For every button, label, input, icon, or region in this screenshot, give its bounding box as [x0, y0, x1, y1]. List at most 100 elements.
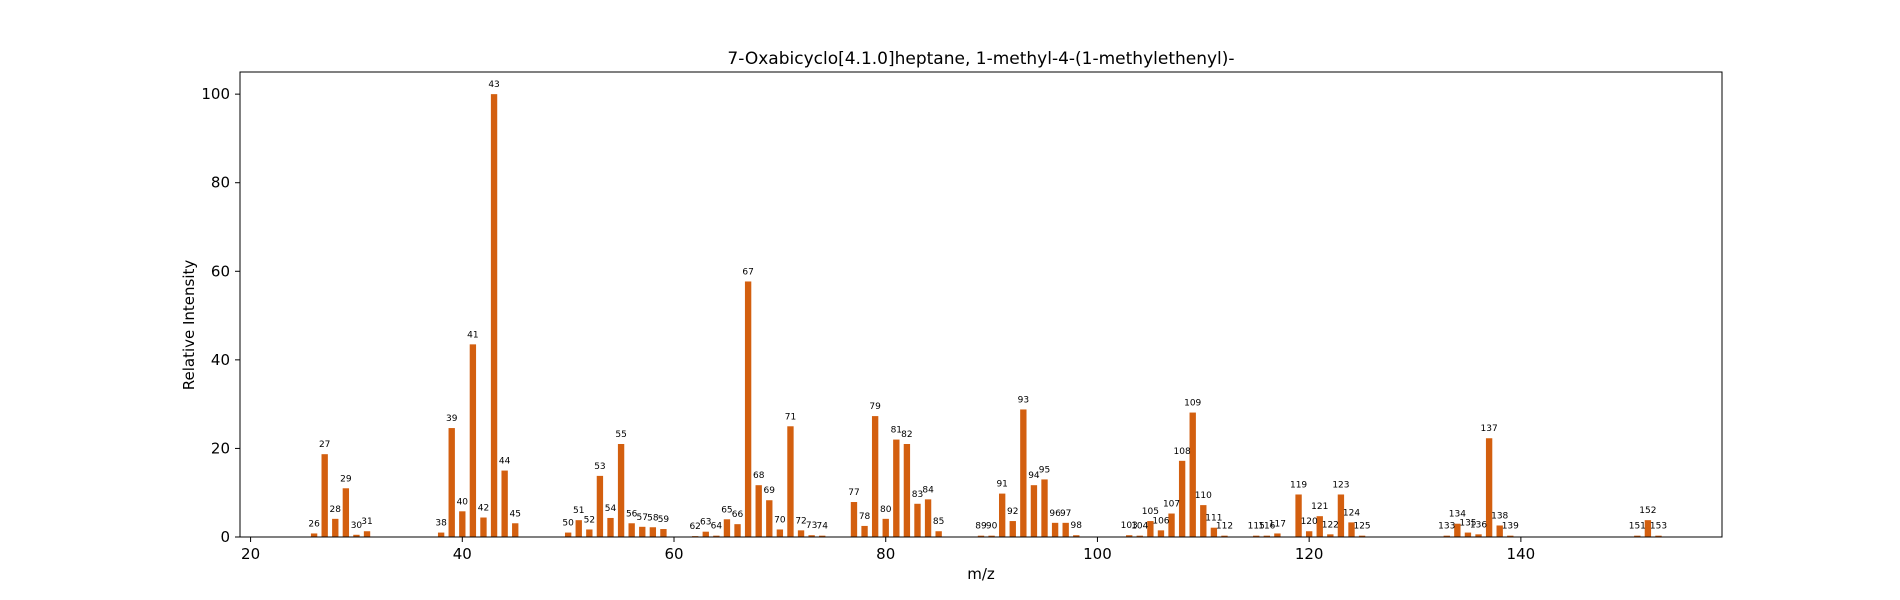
data-label-mz-153: 153: [1650, 522, 1667, 532]
data-label-mz-123: 123: [1332, 480, 1349, 490]
data-label-mz-74: 74: [816, 522, 828, 532]
data-label-mz-85: 85: [933, 517, 944, 527]
bar-mz-54: [607, 517, 614, 537]
data-label-mz-103: 103: [1121, 521, 1138, 531]
bar-mz-82: [903, 444, 911, 537]
y-tick-label: 60: [211, 262, 230, 280]
data-label-mz-38: 38: [435, 519, 447, 529]
bar-mz-44: [501, 470, 508, 537]
bar-mz-136: [1475, 534, 1482, 537]
data-label-mz-112: 112: [1216, 522, 1233, 532]
y-tick-label: 80: [211, 174, 230, 192]
data-label-mz-120: 120: [1301, 517, 1318, 527]
y-tick-label: 20: [211, 439, 230, 457]
bar-mz-29: [342, 488, 350, 537]
data-label-mz-119: 119: [1290, 480, 1307, 490]
data-label-mz-138: 138: [1491, 511, 1508, 521]
data-label-mz-69: 69: [764, 486, 776, 496]
bar-mz-83: [914, 503, 921, 537]
bar-mz-65: [723, 519, 731, 537]
data-label-mz-40: 40: [457, 497, 469, 507]
data-label-mz-39: 39: [446, 414, 458, 424]
data-label-mz-107: 107: [1163, 500, 1180, 510]
bar-mz-92: [1009, 521, 1016, 537]
data-label-mz-116: 116: [1258, 522, 1275, 532]
data-label-mz-133: 133: [1438, 522, 1455, 532]
data-label-mz-78: 78: [859, 512, 871, 522]
bar-mz-52: [586, 529, 593, 537]
bar-mz-139: [1507, 535, 1514, 537]
bar-mz-68: [755, 485, 762, 537]
data-label-mz-125: 125: [1353, 522, 1370, 532]
bar-mz-28: [332, 518, 339, 537]
bar-mz-26: [310, 533, 318, 537]
bar-mz-73: [808, 535, 815, 537]
data-label-mz-92: 92: [1007, 507, 1018, 517]
y-axis: 0 20 40 60 80 100: [201, 85, 240, 546]
bar-mz-40: [459, 511, 466, 537]
data-label-mz-28: 28: [330, 505, 342, 515]
data-label-mz-58: 58: [647, 513, 659, 523]
bar-mz-133: [1443, 535, 1450, 537]
data-label-mz-104: 104: [1131, 522, 1148, 532]
data-label-mz-105: 105: [1142, 507, 1159, 517]
data-label-mz-115: 115: [1248, 522, 1265, 532]
bar-mz-108: [1178, 460, 1186, 537]
data-label-mz-66: 66: [732, 510, 744, 520]
data-label-mz-27: 27: [319, 440, 330, 450]
y-tick-label: 100: [201, 85, 230, 103]
x-tick-label: 120: [1295, 545, 1324, 563]
bar-mz-97: [1062, 522, 1069, 537]
bar-mz-81: [893, 439, 900, 537]
y-tick-label: 0: [220, 528, 230, 546]
bar-mz-70: [776, 529, 784, 537]
data-label-mz-50: 50: [562, 519, 574, 529]
bar-mz-115: [1253, 535, 1260, 537]
data-label-mz-121: 121: [1311, 502, 1328, 512]
data-label-mz-73: 73: [806, 521, 817, 531]
data-label-mz-134: 134: [1449, 510, 1466, 520]
bar-mz-80: [882, 518, 889, 537]
bar-mz-134: [1454, 523, 1461, 537]
data-label-mz-109: 109: [1184, 399, 1201, 409]
bar-mz-119: [1295, 494, 1302, 537]
data-label-mz-135: 135: [1459, 519, 1476, 529]
x-tick-label: 20: [241, 545, 260, 563]
x-tick-label: 140: [1507, 545, 1536, 563]
data-label-mz-31: 31: [361, 517, 372, 527]
data-label-mz-82: 82: [901, 430, 912, 440]
data-label-mz-94: 94: [1028, 471, 1040, 481]
data-label-mz-51: 51: [573, 506, 584, 516]
bar-mz-120: [1305, 531, 1313, 537]
bar-mz-85: [935, 531, 942, 537]
chart-title: 7-Oxabicyclo[4.1.0]heptane, 1-methyl-4-(…: [727, 49, 1234, 69]
data-label-mz-110: 110: [1195, 491, 1212, 501]
data-label-mz-26: 26: [308, 519, 320, 529]
bar-mz-95: [1041, 479, 1048, 537]
bar-mz-42: [480, 517, 487, 537]
data-label-mz-98: 98: [1071, 521, 1083, 531]
data-label-mz-41: 41: [467, 330, 478, 340]
bar-mz-66: [734, 524, 741, 537]
bar-mz-79: [871, 416, 879, 537]
bar-mz-27: [321, 454, 328, 537]
bar-mz-105: [1147, 521, 1154, 537]
bar-mz-63: [702, 531, 709, 537]
bar-mz-84: [924, 499, 932, 537]
bar-mz-104: [1136, 535, 1143, 537]
data-label-mz-93: 93: [1018, 395, 1029, 405]
bar-mz-50: [564, 532, 572, 537]
data-label-mz-117: 117: [1269, 519, 1286, 529]
data-label-mz-89: 89: [975, 522, 987, 532]
data-label-mz-77: 77: [848, 488, 859, 498]
data-label-mz-139: 139: [1502, 522, 1519, 532]
data-label-mz-64: 64: [711, 522, 723, 532]
bar-mz-152: [1644, 520, 1652, 537]
data-label-mz-30: 30: [351, 521, 363, 531]
bar-mz-117: [1274, 533, 1281, 537]
bar-mz-31: [363, 531, 371, 537]
bar-mz-122: [1327, 534, 1334, 537]
bar-mz-91: [998, 493, 1006, 537]
